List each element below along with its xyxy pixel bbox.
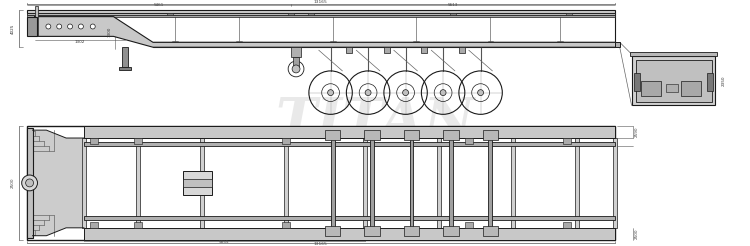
Bar <box>34 6 38 36</box>
Text: 2350: 2350 <box>722 76 725 86</box>
Text: 5855: 5855 <box>219 240 230 244</box>
Polygon shape <box>34 17 615 47</box>
Bar <box>482 226 498 236</box>
Circle shape <box>22 175 38 191</box>
Bar <box>291 47 301 57</box>
Text: 1300: 1300 <box>107 27 112 37</box>
Circle shape <box>79 24 83 29</box>
Bar <box>27 13 615 15</box>
Bar <box>134 222 142 228</box>
Bar <box>563 138 572 144</box>
Text: TITAN: TITAN <box>275 95 475 150</box>
Circle shape <box>365 90 371 96</box>
Text: 4025: 4025 <box>10 23 15 34</box>
Bar <box>641 81 662 96</box>
Bar <box>27 15 615 17</box>
Circle shape <box>403 90 409 96</box>
Bar <box>325 226 340 236</box>
Bar <box>282 138 290 144</box>
Bar <box>370 138 374 228</box>
Bar <box>325 130 340 140</box>
Bar <box>82 138 86 228</box>
Bar <box>613 138 616 228</box>
Bar <box>566 13 572 15</box>
Bar <box>282 222 290 228</box>
Bar <box>450 13 456 15</box>
Bar <box>666 84 678 92</box>
Bar <box>200 138 204 228</box>
Bar <box>122 47 128 67</box>
Circle shape <box>68 24 73 29</box>
Text: 13165: 13165 <box>314 242 328 246</box>
Bar <box>84 216 615 220</box>
Bar <box>27 17 37 36</box>
Bar <box>634 73 640 91</box>
Bar <box>632 56 716 106</box>
Bar <box>575 138 579 228</box>
Circle shape <box>292 65 300 73</box>
Bar <box>293 57 299 67</box>
Bar <box>422 47 428 53</box>
Bar <box>136 138 140 228</box>
Bar <box>166 13 172 15</box>
Circle shape <box>46 24 51 29</box>
Bar <box>134 138 142 144</box>
Bar <box>465 222 472 228</box>
Bar <box>331 138 334 228</box>
Bar <box>308 13 314 15</box>
Text: 2590: 2590 <box>634 127 638 137</box>
Bar <box>27 128 32 238</box>
Circle shape <box>57 24 62 29</box>
Text: 13165: 13165 <box>314 0 328 4</box>
Bar <box>437 138 441 228</box>
Bar <box>84 142 615 146</box>
Bar <box>629 52 718 56</box>
Bar <box>449 138 453 228</box>
Text: 5613: 5613 <box>448 3 458 7</box>
Text: 2500: 2500 <box>634 229 638 239</box>
Text: 5461: 5461 <box>154 3 164 7</box>
Bar <box>288 13 294 15</box>
Polygon shape <box>32 130 84 236</box>
Bar <box>706 73 713 91</box>
Bar <box>459 47 465 53</box>
Bar <box>482 130 498 140</box>
Circle shape <box>478 90 484 96</box>
Bar <box>90 222 98 228</box>
Bar <box>465 138 472 144</box>
Bar <box>27 10 615 13</box>
Bar <box>284 138 288 228</box>
Bar <box>404 226 419 236</box>
Bar <box>364 130 380 140</box>
Bar <box>84 126 615 138</box>
Bar <box>615 42 620 47</box>
Circle shape <box>90 24 95 29</box>
Bar <box>384 47 390 53</box>
Circle shape <box>328 90 334 96</box>
Bar <box>681 81 700 96</box>
Bar <box>443 130 459 140</box>
Circle shape <box>26 179 34 187</box>
Bar <box>363 138 367 228</box>
Bar <box>410 138 413 228</box>
Bar <box>90 138 98 144</box>
Text: 1302: 1302 <box>75 40 85 44</box>
Bar <box>512 138 515 228</box>
Bar <box>443 226 459 236</box>
Bar <box>84 228 615 240</box>
Bar <box>119 67 131 70</box>
Bar <box>364 226 380 236</box>
Bar <box>488 138 493 228</box>
Bar <box>182 171 212 195</box>
Bar <box>635 60 712 102</box>
Circle shape <box>440 90 446 96</box>
Bar <box>27 126 615 240</box>
Text: 2500: 2500 <box>10 178 15 188</box>
Bar <box>563 222 572 228</box>
Bar <box>346 47 352 53</box>
Bar <box>404 130 419 140</box>
Bar <box>182 179 212 187</box>
